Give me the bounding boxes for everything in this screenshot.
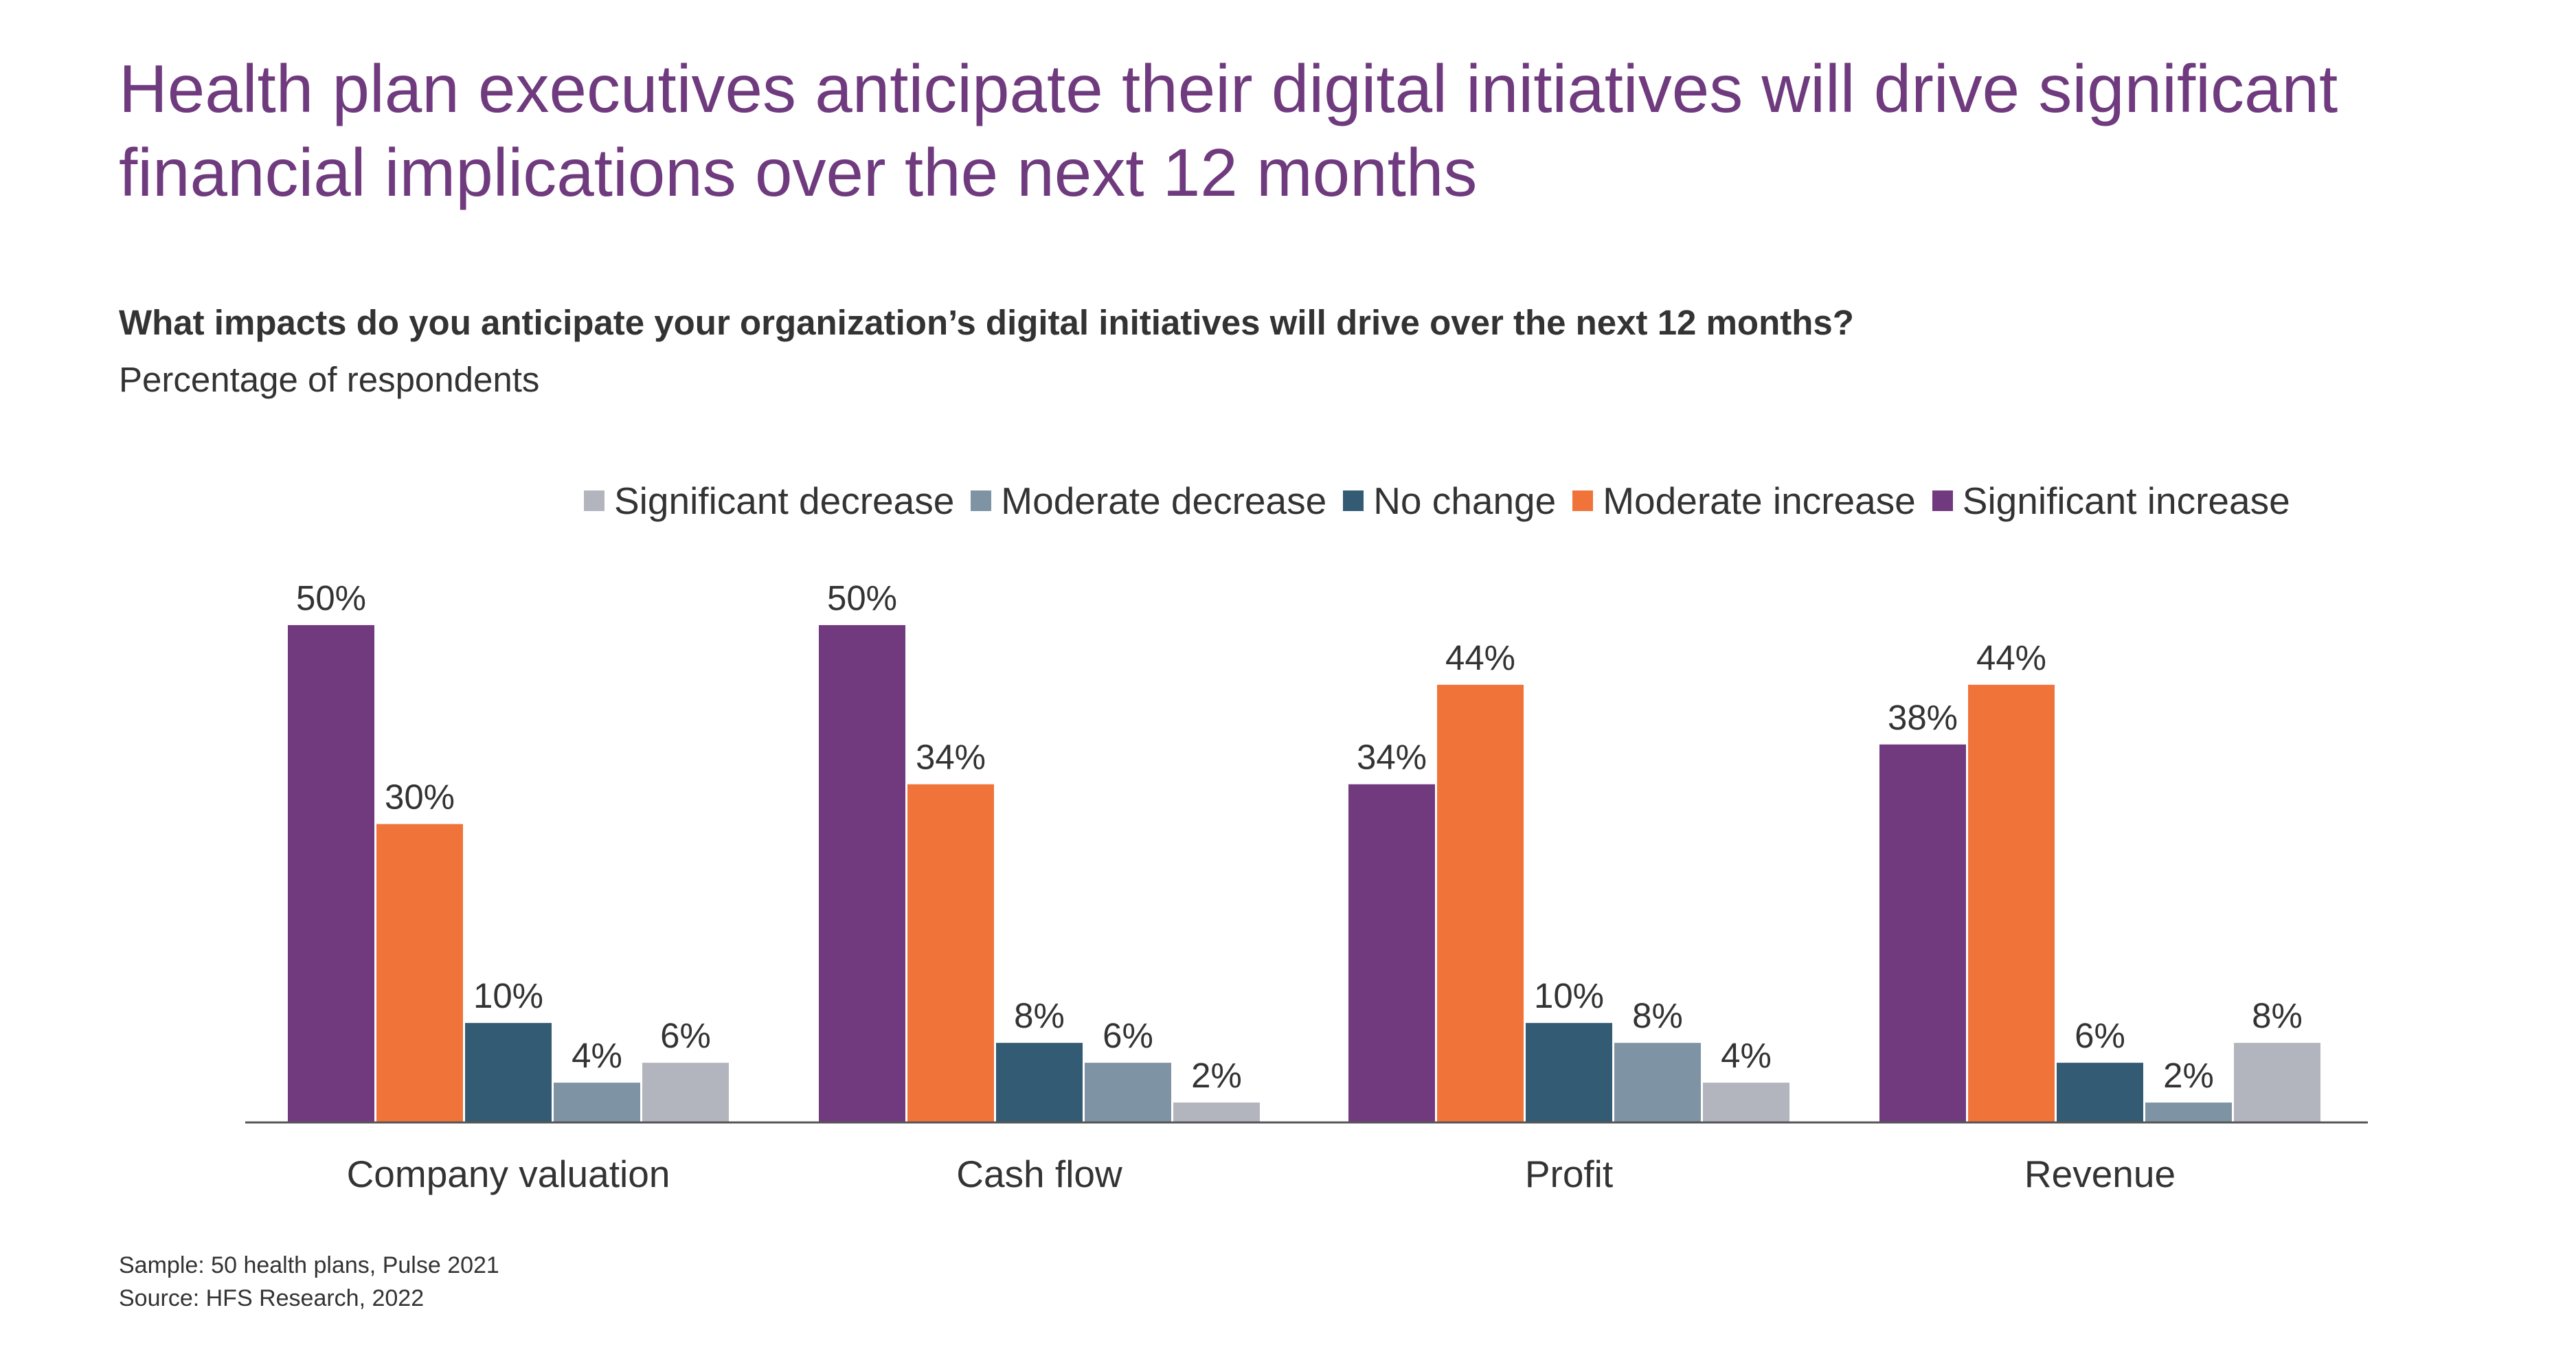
category-label: Company valuation	[347, 1153, 670, 1195]
bar	[907, 784, 994, 1122]
bar	[996, 1043, 1083, 1122]
data-label: 6%	[1103, 1016, 1153, 1055]
bar	[1614, 1043, 1701, 1122]
bar	[1703, 1083, 1789, 1122]
data-label: 8%	[2252, 996, 2303, 1035]
chart-question: What impacts do you anticipate your orga…	[119, 303, 1854, 342]
bar	[554, 1083, 640, 1122]
legend-label-moderate-decrease: Moderate decrease	[1001, 479, 1327, 522]
data-label: 30%	[385, 778, 455, 817]
legend-swatch-significant-decrease	[584, 490, 605, 511]
legend-item-significant-increase: Significant increase	[1932, 479, 2290, 523]
data-label: 8%	[1632, 996, 1683, 1035]
data-label: 50%	[296, 578, 366, 618]
data-label: 38%	[1888, 698, 1958, 737]
bar	[2234, 1043, 2320, 1122]
data-label: 34%	[1357, 738, 1427, 777]
bar	[1968, 684, 2055, 1122]
legend-item-moderate-decrease: Moderate decrease	[971, 479, 1326, 523]
bar	[2145, 1103, 2232, 1122]
source-note: Source: HFS Research, 2022	[119, 1285, 425, 1311]
bar	[465, 1023, 552, 1122]
bar-group-1: 50% 34% 8% 6% 2% Cash flow	[819, 578, 1260, 1195]
bar	[1348, 784, 1435, 1122]
data-label: 4%	[572, 1036, 622, 1075]
legend-item-significant-decrease: Significant decrease	[584, 479, 954, 523]
legend-swatch-no-change	[1343, 490, 1364, 511]
data-label: 10%	[473, 976, 543, 1015]
data-label: 34%	[916, 738, 986, 777]
data-label: 8%	[1014, 996, 1065, 1035]
category-label: Cash flow	[956, 1153, 1122, 1195]
legend-label-significant-increase: Significant increase	[1962, 479, 2290, 522]
legend-label-moderate-increase: Moderate increase	[1603, 479, 1916, 522]
bar	[1526, 1023, 1612, 1122]
sample-note: Sample: 50 health plans, Pulse 2021	[119, 1252, 499, 1278]
bar-group-2: 34% 44% 10% 8% 4% Profit	[1348, 638, 1789, 1195]
chart-subtitle: Percentage of respondents	[119, 360, 540, 399]
data-label: 2%	[2163, 1056, 2214, 1095]
bar	[376, 824, 463, 1122]
data-label: 44%	[1445, 638, 1515, 677]
data-label: 4%	[1721, 1036, 1772, 1075]
data-label: 50%	[827, 578, 897, 618]
legend-item-moderate-increase: Moderate increase	[1572, 479, 1916, 523]
bar-group-3: 38% 44% 6% 2% 8% Revenue	[1879, 638, 2320, 1195]
legend-swatch-significant-increase	[1932, 490, 1953, 511]
legend-swatch-moderate-increase	[1572, 490, 1594, 511]
data-label: 44%	[1976, 638, 2046, 677]
category-label: Revenue	[2024, 1153, 2176, 1195]
legend-item-no-change: No change	[1343, 479, 1556, 523]
data-label: 6%	[2075, 1016, 2125, 1055]
legend-label-no-change: No change	[1373, 479, 1557, 522]
bar	[1173, 1103, 1260, 1122]
chart-legend: Significant decrease Moderate decrease N…	[584, 479, 2307, 523]
bar	[1437, 684, 1524, 1122]
data-label: 6%	[660, 1016, 711, 1055]
bar	[2057, 1063, 2143, 1122]
bar	[1879, 744, 1966, 1122]
data-label: 2%	[1191, 1056, 1242, 1095]
page-title: Health plan executives anticipate their …	[119, 51, 2338, 210]
bar	[642, 1063, 729, 1122]
bar-group-0: 50% 30% 10% 4% 6% Company valuation	[288, 578, 729, 1195]
footnotes: Sample: 50 health plans, Pulse 2021 Sour…	[119, 1249, 499, 1315]
bar	[1085, 1063, 1171, 1122]
bar	[819, 625, 905, 1122]
category-label: Profit	[1525, 1153, 1613, 1195]
data-label: 10%	[1534, 976, 1604, 1015]
legend-swatch-moderate-decrease	[971, 490, 992, 511]
legend-label-significant-decrease: Significant decrease	[614, 479, 955, 522]
bar	[288, 625, 374, 1122]
